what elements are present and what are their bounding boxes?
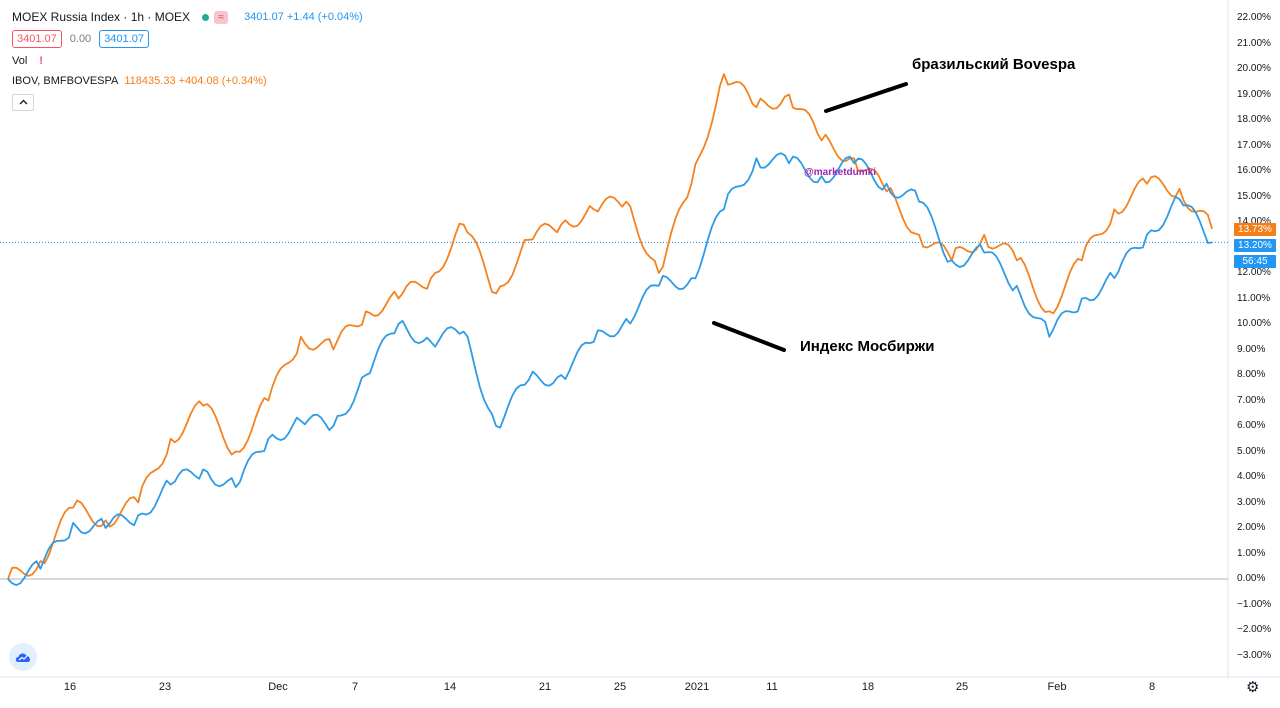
moex-annotation: Индекс Мосбиржи [800, 338, 935, 355]
market-open-dot-icon [202, 13, 210, 21]
y-tick-label: 10.00% [1237, 318, 1271, 329]
x-tick-label: 2021 [684, 681, 710, 693]
moex-price-change: 3401.07 +1.44 (+0.04%) [244, 11, 363, 23]
y-tick-label: 12.00% [1237, 267, 1271, 278]
x-tick-label: Feb [1047, 681, 1067, 693]
x-tick-label: 11 [766, 681, 778, 693]
warning-icon[interactable]: ! [39, 55, 43, 67]
equals-icon[interactable]: ≈ [214, 10, 229, 24]
y-tick-label: 0.00% [1237, 573, 1266, 584]
moex-pointer-line [712, 321, 786, 352]
bovespa-annotation: бразильский Bovespa [912, 56, 1076, 73]
y-tick-label: 2.00% [1237, 522, 1266, 533]
y-tick-label: 14.00% [1237, 216, 1271, 227]
x-tick-label: 18 [861, 681, 875, 693]
volume-label[interactable]: Vol [12, 55, 28, 67]
compare-value: 118435.33 +404.08 (+0.34%) [124, 75, 267, 87]
x-tick-label: 25 [613, 681, 627, 693]
watermark-text: @marketdumki [804, 167, 876, 178]
compare-legend[interactable]: IBOV, BMFBOVESPA 118435.33 +404.08 (+0.34… [12, 75, 267, 87]
gear-icon[interactable]: ⚙ [1246, 679, 1260, 696]
y-tick-label: 9.00% [1237, 343, 1266, 355]
ibov-series-line [7, 73, 1213, 580]
moex-last-tag: 13.20% [1234, 239, 1276, 252]
annotation-lines [712, 82, 908, 352]
x-tick-label: 8 [1148, 681, 1156, 693]
y-tick-label: −1.00% [1237, 598, 1272, 610]
y-tick-label: 5.00% [1237, 445, 1266, 457]
bar-countdown-tag: 56:45 [1234, 255, 1276, 268]
x-tick-label: 21 [538, 681, 552, 693]
x-tick-label: Dec [268, 681, 288, 693]
spread-value: 0.00 [69, 33, 92, 45]
y-tick-label: 6.00% [1237, 420, 1266, 431]
moex-series-line [7, 152, 1213, 586]
y-tick-label: 15.00% [1237, 190, 1271, 202]
y-tick-label: 18.00% [1237, 114, 1271, 125]
x-tick-label: 25 [955, 681, 969, 693]
compare-symbol: IBOV, BMFBOVESPA [12, 75, 119, 87]
y-tick-label: 8.00% [1237, 369, 1266, 380]
tradingview-logo-icon[interactable] [9, 643, 37, 671]
y-tick-label: −2.00% [1237, 624, 1272, 635]
y-tick-label: 3.00% [1237, 496, 1266, 508]
bovespa-pointer-line [824, 82, 908, 113]
series-lines [7, 73, 1213, 586]
x-tick-label: 7 [351, 681, 359, 693]
x-tick-label: 16 [63, 681, 77, 693]
bid-box[interactable]: 3401.07 [12, 30, 62, 48]
y-tick-label: 1.00% [1237, 547, 1266, 559]
symbol-title[interactable]: MOEX Russia Index · 1h · MOEX [12, 10, 191, 24]
y-tick-label: 4.00% [1237, 471, 1266, 482]
x-tick-label: 14 [443, 681, 457, 693]
market-status[interactable]: ≈ [202, 10, 229, 24]
y-tick-label: 7.00% [1237, 394, 1266, 406]
y-tick-label: 16.00% [1237, 165, 1271, 176]
y-tick-label: 21.00% [1237, 37, 1271, 49]
y-tick-label: −3.00% [1237, 649, 1272, 661]
y-tick-label: 11.00% [1237, 292, 1271, 304]
y-tick-label: 17.00% [1237, 139, 1271, 151]
ibov-last-tag: 13.73% [1234, 223, 1276, 236]
zero-line [0, 241, 1228, 580]
y-tick-label: 22.00% [1237, 12, 1271, 23]
y-tick-label: 19.00% [1237, 88, 1271, 100]
chart-legend: MOEX Russia Index · 1h · MOEX ≈ 3401.07 … [12, 7, 363, 111]
y-tick-label: 20.00% [1237, 63, 1271, 74]
ask-box[interactable]: 3401.07 [99, 30, 149, 48]
chevron-up-icon[interactable] [12, 93, 34, 111]
x-tick-label: 23 [158, 681, 172, 693]
